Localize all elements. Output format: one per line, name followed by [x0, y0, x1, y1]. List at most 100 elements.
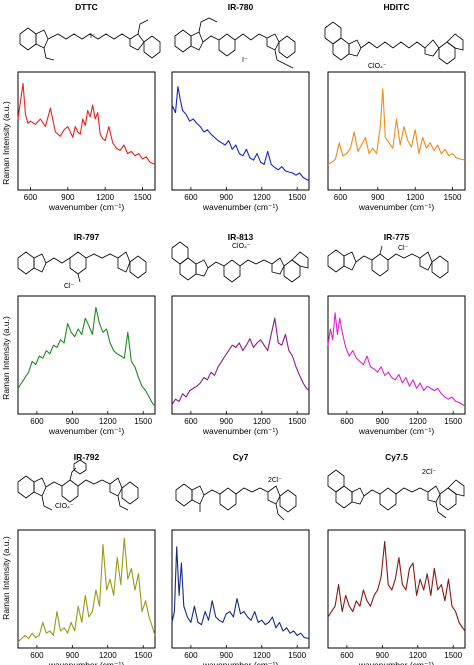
plot-frame-dttc: [17, 71, 156, 191]
x-axis-label-cy7-5: wavenumber (cm⁻¹): [358, 660, 435, 665]
x-tick-label: 600: [184, 193, 198, 202]
spectrum-line-ir-780: [171, 86, 310, 182]
x-tick-label: 1500: [288, 651, 306, 660]
spectrum-line-ir-792: [17, 537, 156, 643]
x-tick-label: 1200: [99, 651, 117, 660]
spectrum-line-ir-813: [171, 317, 310, 405]
panel-title-ir-813: IR-813: [228, 232, 254, 242]
x-tick-label: 900: [220, 193, 234, 202]
x-axis-label-cy7: wavenumber (cm⁻¹): [202, 660, 279, 665]
panel-ir-792: IR-792 ClO₄⁻ 600 900 1200 1500 wavenumber (cm⁻…: [17, 452, 156, 665]
x-tick-label: 1200: [253, 417, 271, 426]
x-tick-label: 600: [184, 651, 198, 660]
x-tick-label: 600: [30, 651, 44, 660]
plot-frame-hditc: [327, 71, 466, 191]
counter-ion-label-cy7-5: 2Cl⁻: [422, 469, 437, 476]
panel-title-ir-775: IR-775: [384, 232, 410, 242]
plot-frame-ir-797: [17, 295, 156, 415]
x-tick-label: 1200: [409, 417, 427, 426]
plot-frame-ir-813: [171, 295, 310, 415]
counter-ion-label-dttc: I⁻: [90, 33, 96, 40]
panel-title-dttc: DTTC: [75, 2, 98, 12]
x-tick-label: 900: [376, 651, 390, 660]
counter-ion-label-ir-780: I⁻: [242, 57, 248, 64]
panel-ir-775: IR-775 Cl⁻ 600 900 1200 1500 wavenumber (cm⁻¹): [327, 232, 466, 436]
x-tick-label: 900: [66, 417, 80, 426]
spectrum-line-cy7: [171, 546, 310, 640]
x-tick-label: 1500: [134, 651, 152, 660]
x-tick-label: 900: [220, 417, 234, 426]
x-tick-label: 600: [184, 417, 198, 426]
structure-ir-780: [174, 17, 296, 69]
x-tick-label: 900: [66, 651, 80, 660]
x-axis-label-ir-792: wavenumber (cm⁻¹): [48, 660, 125, 665]
x-tick-label: 1500: [134, 417, 152, 426]
panel-hditc: HDITC ClO₄⁻ 600 900 1200 1500 wavenumber (cm⁻¹…: [327, 2, 466, 212]
x-tick-label: 900: [371, 193, 385, 202]
x-axis-label-ir-775: wavenumber (cm⁻¹): [358, 426, 435, 436]
svg-text:Raman Intensity (a.u.): Raman Intensity (a.u.): [1, 316, 11, 400]
x-tick-label: 1200: [409, 651, 427, 660]
plot-frame-ir-775: [327, 295, 466, 415]
panel-ir-780: IR-780 I⁻ 600 900 1200 1500 wavenumber (cm⁻¹): [171, 2, 310, 212]
x-axis-label-dttc: wavenumber (cm⁻¹): [48, 202, 125, 212]
x-tick-label: 1200: [253, 193, 271, 202]
x-tick-label: 600: [24, 193, 38, 202]
structure-dttc: [19, 19, 161, 61]
x-tick-label: 900: [220, 651, 234, 660]
x-axis-label-ir-780: wavenumber (cm⁻¹): [202, 202, 279, 212]
x-tick-label: 600: [340, 417, 354, 426]
counter-ion-label-ir-797: Cl⁻: [64, 283, 75, 290]
x-tick-label: 1500: [288, 417, 306, 426]
panel-dttc: DTTC I⁻ 600 900 1200 1500 wavenumber (cm⁻¹): [17, 2, 156, 212]
svg-text:Raman Intensity (a.u.): Raman Intensity (a.u.): [1, 101, 11, 185]
x-tick-label: 1500: [444, 193, 462, 202]
x-tick-label: 1200: [99, 417, 117, 426]
panel-cy7: Cy7 2Cl⁻ 600 900 1200 1500 wavenumber (cm⁻¹): [171, 452, 310, 665]
structure-ir-792: [17, 459, 139, 511]
plot-frame-ir-780: [171, 71, 310, 191]
svg-text:Raman Intensity (a.u.): Raman Intensity (a.u.): [1, 536, 11, 620]
structure-hditc: [324, 21, 464, 65]
x-axis-label-hditc: wavenumber (cm⁻¹): [358, 202, 435, 212]
x-tick-label: 1500: [288, 193, 306, 202]
spectrum-line-cy7-5: [327, 540, 466, 632]
y-axis-label-row-1: Raman Intensity (a.u.): [1, 101, 11, 185]
panel-cy7-5: Cy7.5 2Cl⁻ 600 900 1200 1500 wavenumber (cm⁻¹): [327, 452, 466, 665]
panel-title-cy7-5: Cy7.5: [385, 452, 408, 462]
x-tick-label: 1200: [253, 651, 271, 660]
spectrum-line-ir-775: [327, 312, 466, 407]
structure-cy7-5: [327, 469, 465, 519]
spectrum-line-hditc: [327, 88, 466, 165]
plot-frame-ir-792: [17, 529, 156, 649]
counter-ion-label-ir-792: ClO₄⁻: [55, 503, 74, 510]
counter-ion-label-hditc: ClO₄⁻: [368, 63, 387, 70]
x-tick-label: 1500: [134, 193, 152, 202]
x-tick-label: 600: [340, 651, 354, 660]
structure-ir-797: [17, 251, 147, 283]
spectrum-line-dttc: [17, 82, 156, 165]
plot-frame-cy7-5: [327, 529, 466, 649]
x-tick-label: 1500: [444, 651, 462, 660]
structure-ir-813: [171, 241, 309, 283]
counter-ion-label-ir-813: ClO₄⁻: [232, 243, 251, 250]
spectrum-line-ir-797: [17, 306, 156, 407]
panel-title-ir-780: IR-780: [228, 2, 254, 12]
x-tick-label: 1500: [444, 417, 462, 426]
counter-ion-label-cy7: 2Cl⁻: [268, 477, 283, 484]
panel-title-ir-792: IR-792: [74, 452, 100, 462]
x-tick-label: 1200: [406, 193, 424, 202]
structure-cy7: [175, 483, 297, 521]
x-tick-label: 1200: [96, 193, 114, 202]
panel-title-hditc: HDITC: [384, 2, 410, 12]
x-axis-label-ir-797: wavenumber (cm⁻¹): [48, 426, 125, 436]
x-axis-label-ir-813: wavenumber (cm⁻¹): [202, 426, 279, 436]
y-axis-label-row-2: Raman Intensity (a.u.): [1, 316, 11, 400]
panel-title-cy7: Cy7: [233, 452, 249, 462]
x-tick-label: 900: [61, 193, 75, 202]
panel-ir-797: IR-797 Cl⁻ 600 900 1200 1500 wavenumber (cm⁻¹): [17, 232, 156, 436]
plot-frame-cy7: [171, 529, 310, 649]
